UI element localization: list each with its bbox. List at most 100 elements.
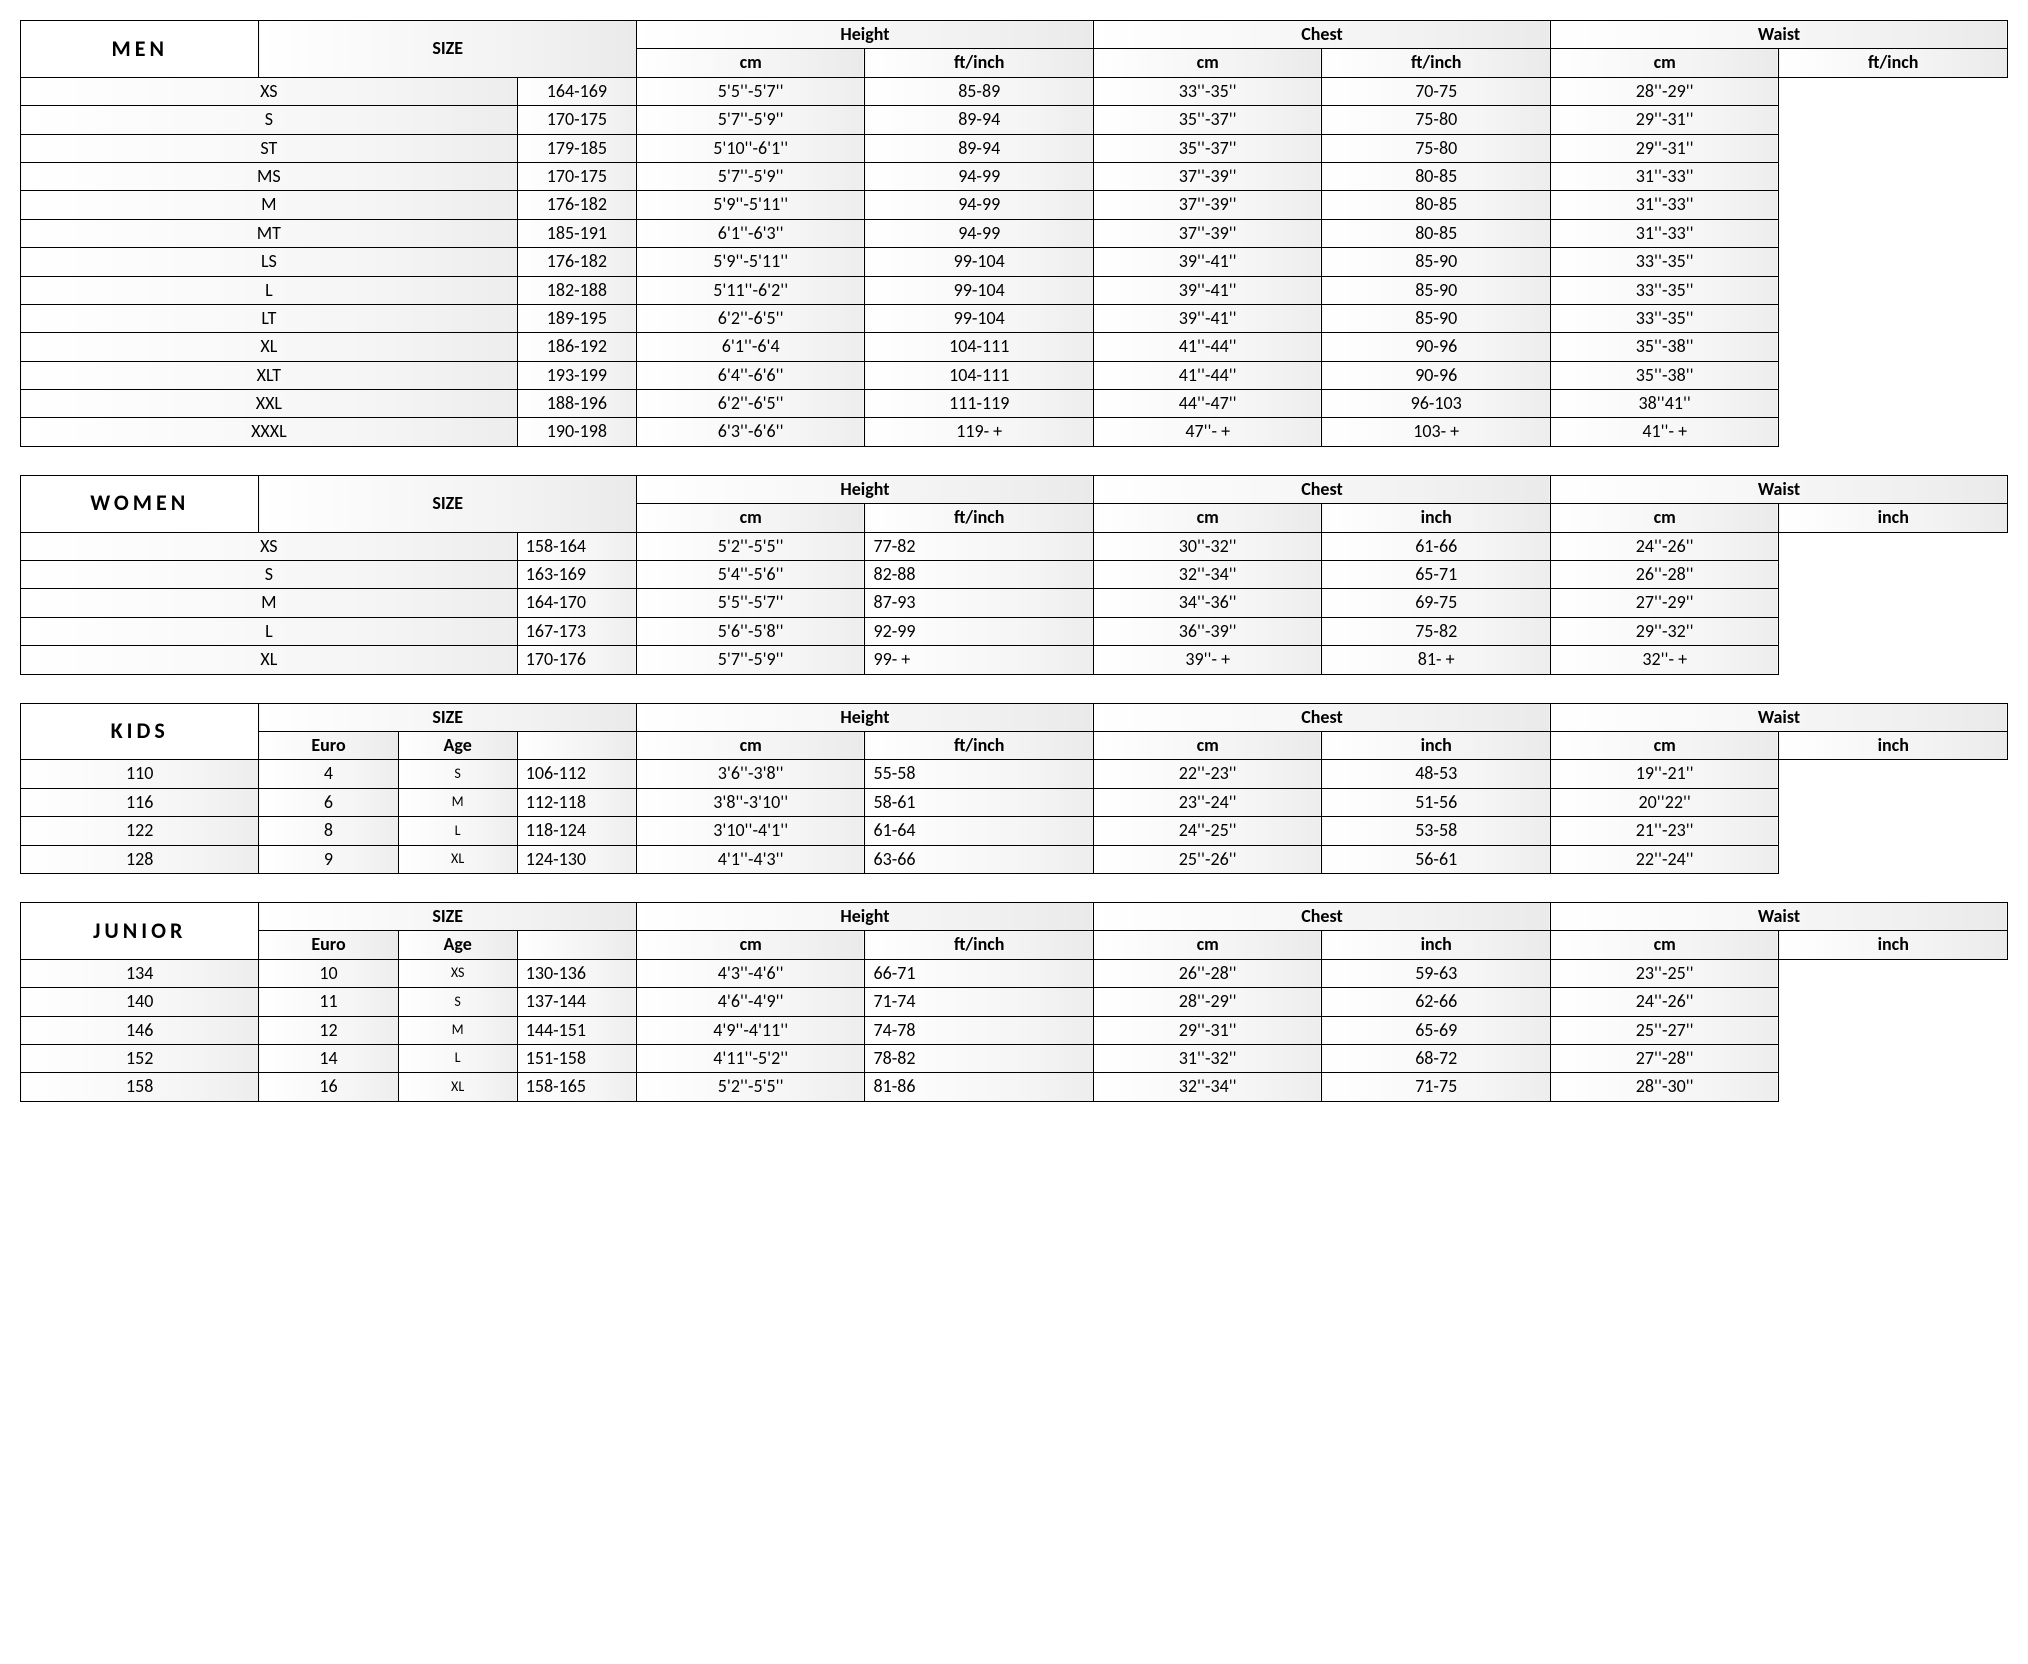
cell: 19''-21'' bbox=[1550, 760, 1779, 788]
table-row: MS170-1755'7''-5'9''94-9937''-39''80-853… bbox=[21, 162, 2008, 190]
cell: 170-175 bbox=[517, 106, 636, 134]
table-row: L167-1735'6''-5'8''92-9936''-39''75-8229… bbox=[21, 617, 2008, 645]
cell: 61-66 bbox=[1322, 532, 1551, 560]
col-chest: Chest bbox=[1093, 902, 1550, 930]
cell: M bbox=[398, 1016, 517, 1044]
cell: 134 bbox=[21, 959, 259, 987]
cell: 82-88 bbox=[865, 561, 1094, 589]
cell: 25''-26'' bbox=[1093, 845, 1322, 873]
category-label: JUNIOR bbox=[21, 902, 259, 959]
unit-cm: cm bbox=[1550, 49, 1779, 77]
table-row: 13410XS130-1364'3''-4'6''66-7126''-28''5… bbox=[21, 959, 2008, 987]
cell: 39''-41'' bbox=[1093, 304, 1322, 332]
cell: 179-185 bbox=[517, 134, 636, 162]
cell: 81-86 bbox=[865, 1073, 1094, 1101]
col-height: Height bbox=[636, 902, 1093, 930]
cell: 30''-32'' bbox=[1093, 532, 1322, 560]
table-row: XS164-1695'5''-5'7''85-8933''-35''70-752… bbox=[21, 77, 2008, 105]
table-row: XXXL190-1986'3''-6'6''119- +47''- +103- … bbox=[21, 418, 2008, 446]
unit-blank bbox=[517, 931, 636, 959]
table-row: 15214L151-1584'11''-5'2''78-8231''-32''6… bbox=[21, 1044, 2008, 1072]
cell: 163-169 bbox=[517, 561, 636, 589]
cell: L bbox=[21, 617, 518, 645]
table-row: XL170-1765'7''-5'9''99- +39''- +81- +32'… bbox=[21, 646, 2008, 674]
cell: 11 bbox=[259, 988, 398, 1016]
cell: 37''-39'' bbox=[1093, 219, 1322, 247]
cell: 85-89 bbox=[865, 77, 1094, 105]
cell: XS bbox=[21, 77, 518, 105]
cell: 69-75 bbox=[1322, 589, 1551, 617]
cell: 24''-26'' bbox=[1550, 532, 1779, 560]
cell: 28''-30'' bbox=[1550, 1073, 1779, 1101]
cell: S bbox=[398, 988, 517, 1016]
cell: 5'6''-5'8'' bbox=[636, 617, 865, 645]
cell: 87-93 bbox=[865, 589, 1094, 617]
cell: 158-164 bbox=[517, 532, 636, 560]
men-body: XS164-1695'5''-5'7''85-8933''-35''70-752… bbox=[21, 77, 2008, 446]
cell: 25''-27'' bbox=[1550, 1016, 1779, 1044]
cell: 152 bbox=[21, 1044, 259, 1072]
cell: XLT bbox=[21, 361, 518, 389]
unit-cm: cm bbox=[1093, 504, 1322, 532]
cell: 185-191 bbox=[517, 219, 636, 247]
cell: 12 bbox=[259, 1016, 398, 1044]
cell: 158 bbox=[21, 1073, 259, 1101]
table-row: 15816XL158-1655'2''-5'5''81-8632''-34''7… bbox=[21, 1073, 2008, 1101]
junior-body: 13410XS130-1364'3''-4'6''66-7126''-28''5… bbox=[21, 959, 2008, 1101]
cell: XS bbox=[398, 959, 517, 987]
cell: 170-175 bbox=[517, 162, 636, 190]
table-row: 1228L118-1243'10''-4'1''61-6424''-25''53… bbox=[21, 817, 2008, 845]
unit-cm: cm bbox=[636, 931, 865, 959]
cell: 6'3''-6'6'' bbox=[636, 418, 865, 446]
cell: 89-94 bbox=[865, 134, 1094, 162]
table-row: XL186-1926'1''-6'4104-11141''-44''90-963… bbox=[21, 333, 2008, 361]
cell: 5'10''-6'1'' bbox=[636, 134, 865, 162]
cell: 29''-31'' bbox=[1550, 134, 1779, 162]
cell: 74-78 bbox=[865, 1016, 1094, 1044]
cell: 116 bbox=[21, 788, 259, 816]
cell: L bbox=[398, 817, 517, 845]
unit-ftinch: ft/inch bbox=[865, 931, 1094, 959]
cell: 28''-29'' bbox=[1550, 77, 1779, 105]
category-label: KIDS bbox=[21, 703, 259, 760]
cell: 33''-35'' bbox=[1550, 248, 1779, 276]
cell: 5'11''-6'2'' bbox=[636, 276, 865, 304]
cell: 4'3''-4'6'' bbox=[636, 959, 865, 987]
cell: 3'8''-3'10'' bbox=[636, 788, 865, 816]
unit-euro: Euro bbox=[259, 731, 398, 759]
cell: 35''-37'' bbox=[1093, 106, 1322, 134]
cell: 44''-47'' bbox=[1093, 390, 1322, 418]
cell: 78-82 bbox=[865, 1044, 1094, 1072]
cell: 94-99 bbox=[865, 219, 1094, 247]
cell: 22''-24'' bbox=[1550, 845, 1779, 873]
col-size: SIZE bbox=[259, 902, 637, 930]
cell: 27''-28'' bbox=[1550, 1044, 1779, 1072]
cell: 92-99 bbox=[865, 617, 1094, 645]
cell: 85-90 bbox=[1322, 304, 1551, 332]
table-row: 14011S137-1444'6''-4'9''71-7428''-29''62… bbox=[21, 988, 2008, 1016]
cell: 23''-25'' bbox=[1550, 959, 1779, 987]
cell: 176-182 bbox=[517, 191, 636, 219]
cell: 41''- + bbox=[1550, 418, 1779, 446]
cell: 89-94 bbox=[865, 106, 1094, 134]
category-label: MEN bbox=[21, 21, 259, 78]
unit-ftinch: ft/inch bbox=[1779, 49, 2008, 77]
cell: M bbox=[398, 788, 517, 816]
cell: 4'9''-4'11'' bbox=[636, 1016, 865, 1044]
cell: 32''-34'' bbox=[1093, 1073, 1322, 1101]
kids-body: 1104S106-1123'6''-3'8''55-5822''-23''48-… bbox=[21, 760, 2008, 874]
cell: 104-111 bbox=[865, 333, 1094, 361]
header-row-1: MEN SIZE Height Chest Waist bbox=[21, 21, 2008, 49]
cell: 119- + bbox=[865, 418, 1094, 446]
cell: 59-63 bbox=[1322, 959, 1551, 987]
men-size-table: MEN SIZE Height Chest Waist cm ft/inch c… bbox=[20, 20, 2008, 447]
cell: 5'4''-5'6'' bbox=[636, 561, 865, 589]
cell: XS bbox=[21, 532, 518, 560]
cell: LS bbox=[21, 248, 518, 276]
unit-cm: cm bbox=[636, 49, 865, 77]
table-row: LS176-1825'9''-5'11''99-10439''-41''85-9… bbox=[21, 248, 2008, 276]
women-size-table: WOMEN SIZE Height Chest Waist cm ft/inch… bbox=[20, 475, 2008, 675]
table-row: 14612M144-1514'9''-4'11''74-7829''-31''6… bbox=[21, 1016, 2008, 1044]
cell: 34''-36'' bbox=[1093, 589, 1322, 617]
cell: 37''-39'' bbox=[1093, 191, 1322, 219]
